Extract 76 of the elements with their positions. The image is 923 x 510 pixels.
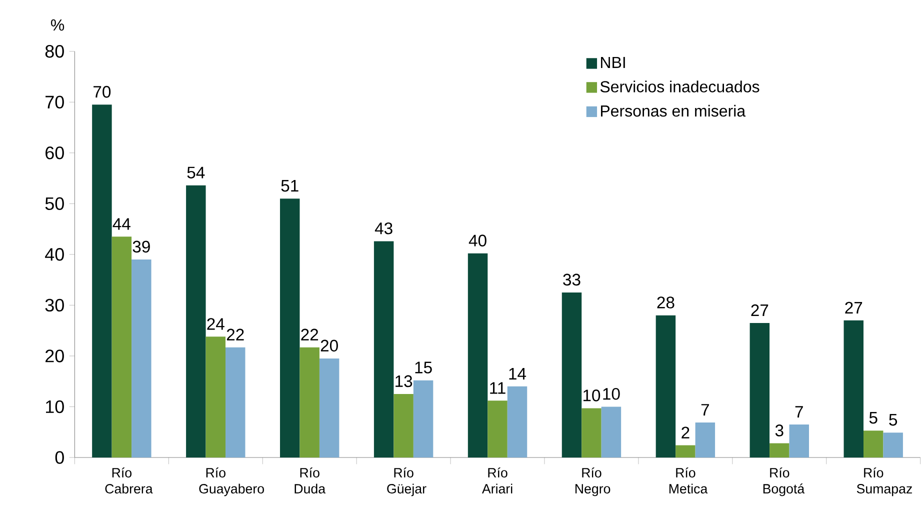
data-label: 15: [415, 362, 432, 374]
data-label: 5: [869, 412, 878, 424]
data-label: 27: [845, 302, 862, 314]
y-tick-label: 40: [45, 248, 64, 262]
bar: [132, 260, 152, 458]
data-label: 22: [226, 328, 244, 341]
data-label: 7: [795, 406, 803, 418]
bar: [488, 400, 508, 458]
bar: [186, 186, 206, 458]
data-label: 44: [112, 218, 130, 230]
data-label: 54: [187, 167, 205, 179]
bar: [750, 323, 770, 458]
bar: [112, 236, 132, 458]
data-label: 7: [701, 404, 709, 416]
bar: [676, 446, 696, 458]
bar: [863, 430, 884, 458]
x-tick-label: Río Guayabero: [199, 468, 264, 496]
bar: [226, 348, 246, 458]
legend-label: Personas en miseria: [601, 105, 746, 117]
data-label: 20: [320, 340, 338, 352]
y-tick-label: 80: [45, 45, 64, 58]
x-tick-label: Río Güejar: [387, 468, 426, 496]
y-tick-label: 70: [46, 96, 64, 109]
bar: [374, 241, 394, 458]
bar: [394, 394, 414, 458]
y-tick-label: 20: [46, 350, 64, 363]
bar: [319, 358, 340, 458]
bar: [300, 348, 320, 458]
bar: [413, 380, 434, 458]
bar: [789, 424, 809, 458]
x-tick-label: Río Negro: [575, 468, 610, 496]
bar: [844, 320, 864, 458]
data-label: 14: [509, 368, 526, 380]
x-tick-label: Río Metica: [669, 468, 708, 494]
x-tick-label: Río Sumapaz: [856, 468, 912, 496]
data-label: 24: [207, 318, 224, 330]
x-tick-label: Río Cabrera: [105, 468, 153, 494]
bar: [507, 386, 528, 458]
y-tick-label: 0: [55, 451, 64, 464]
y-tick-label: 10: [46, 400, 64, 414]
data-label: 13: [396, 376, 412, 388]
bar: [562, 292, 582, 458]
data-label: 3: [775, 424, 784, 437]
data-label: 27: [751, 304, 768, 316]
legend-label: NBI: [601, 57, 625, 68]
data-label: 33: [563, 274, 580, 286]
bar: [280, 198, 300, 458]
data-label: 28: [657, 296, 674, 309]
data-label: 5: [889, 414, 898, 426]
bar: [770, 444, 790, 458]
bar: [695, 422, 716, 458]
data-label: 10: [583, 390, 600, 402]
x-tick-label: Río Ariari: [482, 468, 512, 494]
bar: [656, 316, 676, 458]
data-label: 43: [374, 222, 392, 235]
y-tick-label: 30: [45, 299, 64, 312]
data-label: 40: [468, 234, 486, 247]
data-label: 11: [490, 382, 506, 394]
x-tick-label: Río Bogotá: [763, 468, 805, 496]
data-label: 70: [94, 86, 111, 98]
bar: [601, 406, 622, 458]
bar: [92, 104, 112, 458]
data-label: 2: [682, 426, 690, 439]
data-label: 10: [603, 388, 620, 400]
x-tick-label: Río Duda: [294, 468, 326, 494]
bar: [883, 432, 903, 458]
y-tick-label: 60: [46, 146, 64, 160]
data-label: 22: [301, 328, 318, 341]
legend-label: Servicios inadecuados: [600, 80, 760, 93]
bar: [468, 254, 488, 458]
bar: [206, 336, 226, 458]
y-axis-title: %: [50, 20, 64, 31]
y-tick-label: 50: [45, 198, 64, 210]
data-label: 51: [281, 180, 298, 192]
data-label: 39: [132, 241, 150, 253]
bar: [582, 408, 602, 458]
